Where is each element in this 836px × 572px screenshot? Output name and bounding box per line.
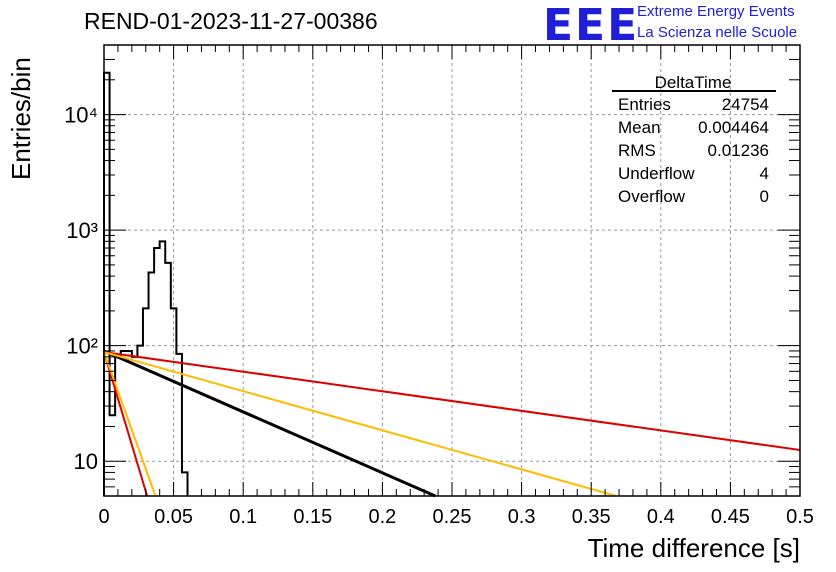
stats-value: 24754 <box>722 95 769 114</box>
x-tick-label: 0 <box>98 506 109 528</box>
grid <box>104 45 800 496</box>
x-tick-label: 0.2 <box>368 506 396 528</box>
stats-value: 0.004464 <box>698 118 769 137</box>
fit-line <box>103 351 149 497</box>
x-tick-label: 0.35 <box>572 506 611 528</box>
logo-subtitle-1: Extreme Energy Events <box>637 3 795 20</box>
eee-logo: EEE <box>543 0 640 51</box>
y-tick-label: 10³ <box>66 218 98 243</box>
histogram-outline <box>103 71 189 496</box>
stats-box: DeltaTime Entries 24754 Mean 0.004464 RMS 0.0… <box>612 73 776 206</box>
x-axis-label: Time difference [s] <box>588 533 800 563</box>
stats-label: Underflow <box>618 164 695 183</box>
histogram <box>103 71 189 496</box>
fit-line <box>103 351 801 452</box>
stats-label: Entries <box>618 95 671 114</box>
stats-label: RMS <box>618 141 656 160</box>
x-tick-label: 0.25 <box>433 506 472 528</box>
x-tick-label: 0.45 <box>711 506 750 528</box>
stats-title: DeltaTime <box>655 73 732 92</box>
fit-line <box>103 351 157 497</box>
x-tick-label: 0.15 <box>293 506 332 528</box>
run-title: REND-01-2023-11-27-00386 <box>84 8 378 34</box>
axis-ticks: 0 0.05 0.1 0.15 0.2 0.25 0.3 0.35 0.4 0.45 0.5 10 10… <box>64 44 814 528</box>
y-tick-label: 10² <box>66 334 98 359</box>
stats-value: 4 <box>760 164 769 183</box>
fit-line <box>103 351 617 497</box>
logo-subtitle-2: La Scienza nelle Scuole <box>637 24 798 41</box>
stats-label: Overflow <box>618 187 686 206</box>
x-tick-label: 0.3 <box>508 506 536 528</box>
x-tick-label: 0.4 <box>647 506 675 528</box>
stats-label: Mean <box>618 118 661 137</box>
fit-lines <box>103 349 801 498</box>
y-axis-label: Entries/bin <box>6 57 36 180</box>
x-tick-label: 0.1 <box>229 506 257 528</box>
stats-value: 0 <box>760 187 769 206</box>
stats-value: 0.01236 <box>708 141 769 160</box>
x-tick-label: 0.5 <box>786 506 814 528</box>
y-tick-label: 10⁴ <box>64 103 98 128</box>
x-tick-label: 0.05 <box>154 506 193 528</box>
fit-line <box>103 349 436 498</box>
y-tick-label: 10 <box>74 449 98 474</box>
